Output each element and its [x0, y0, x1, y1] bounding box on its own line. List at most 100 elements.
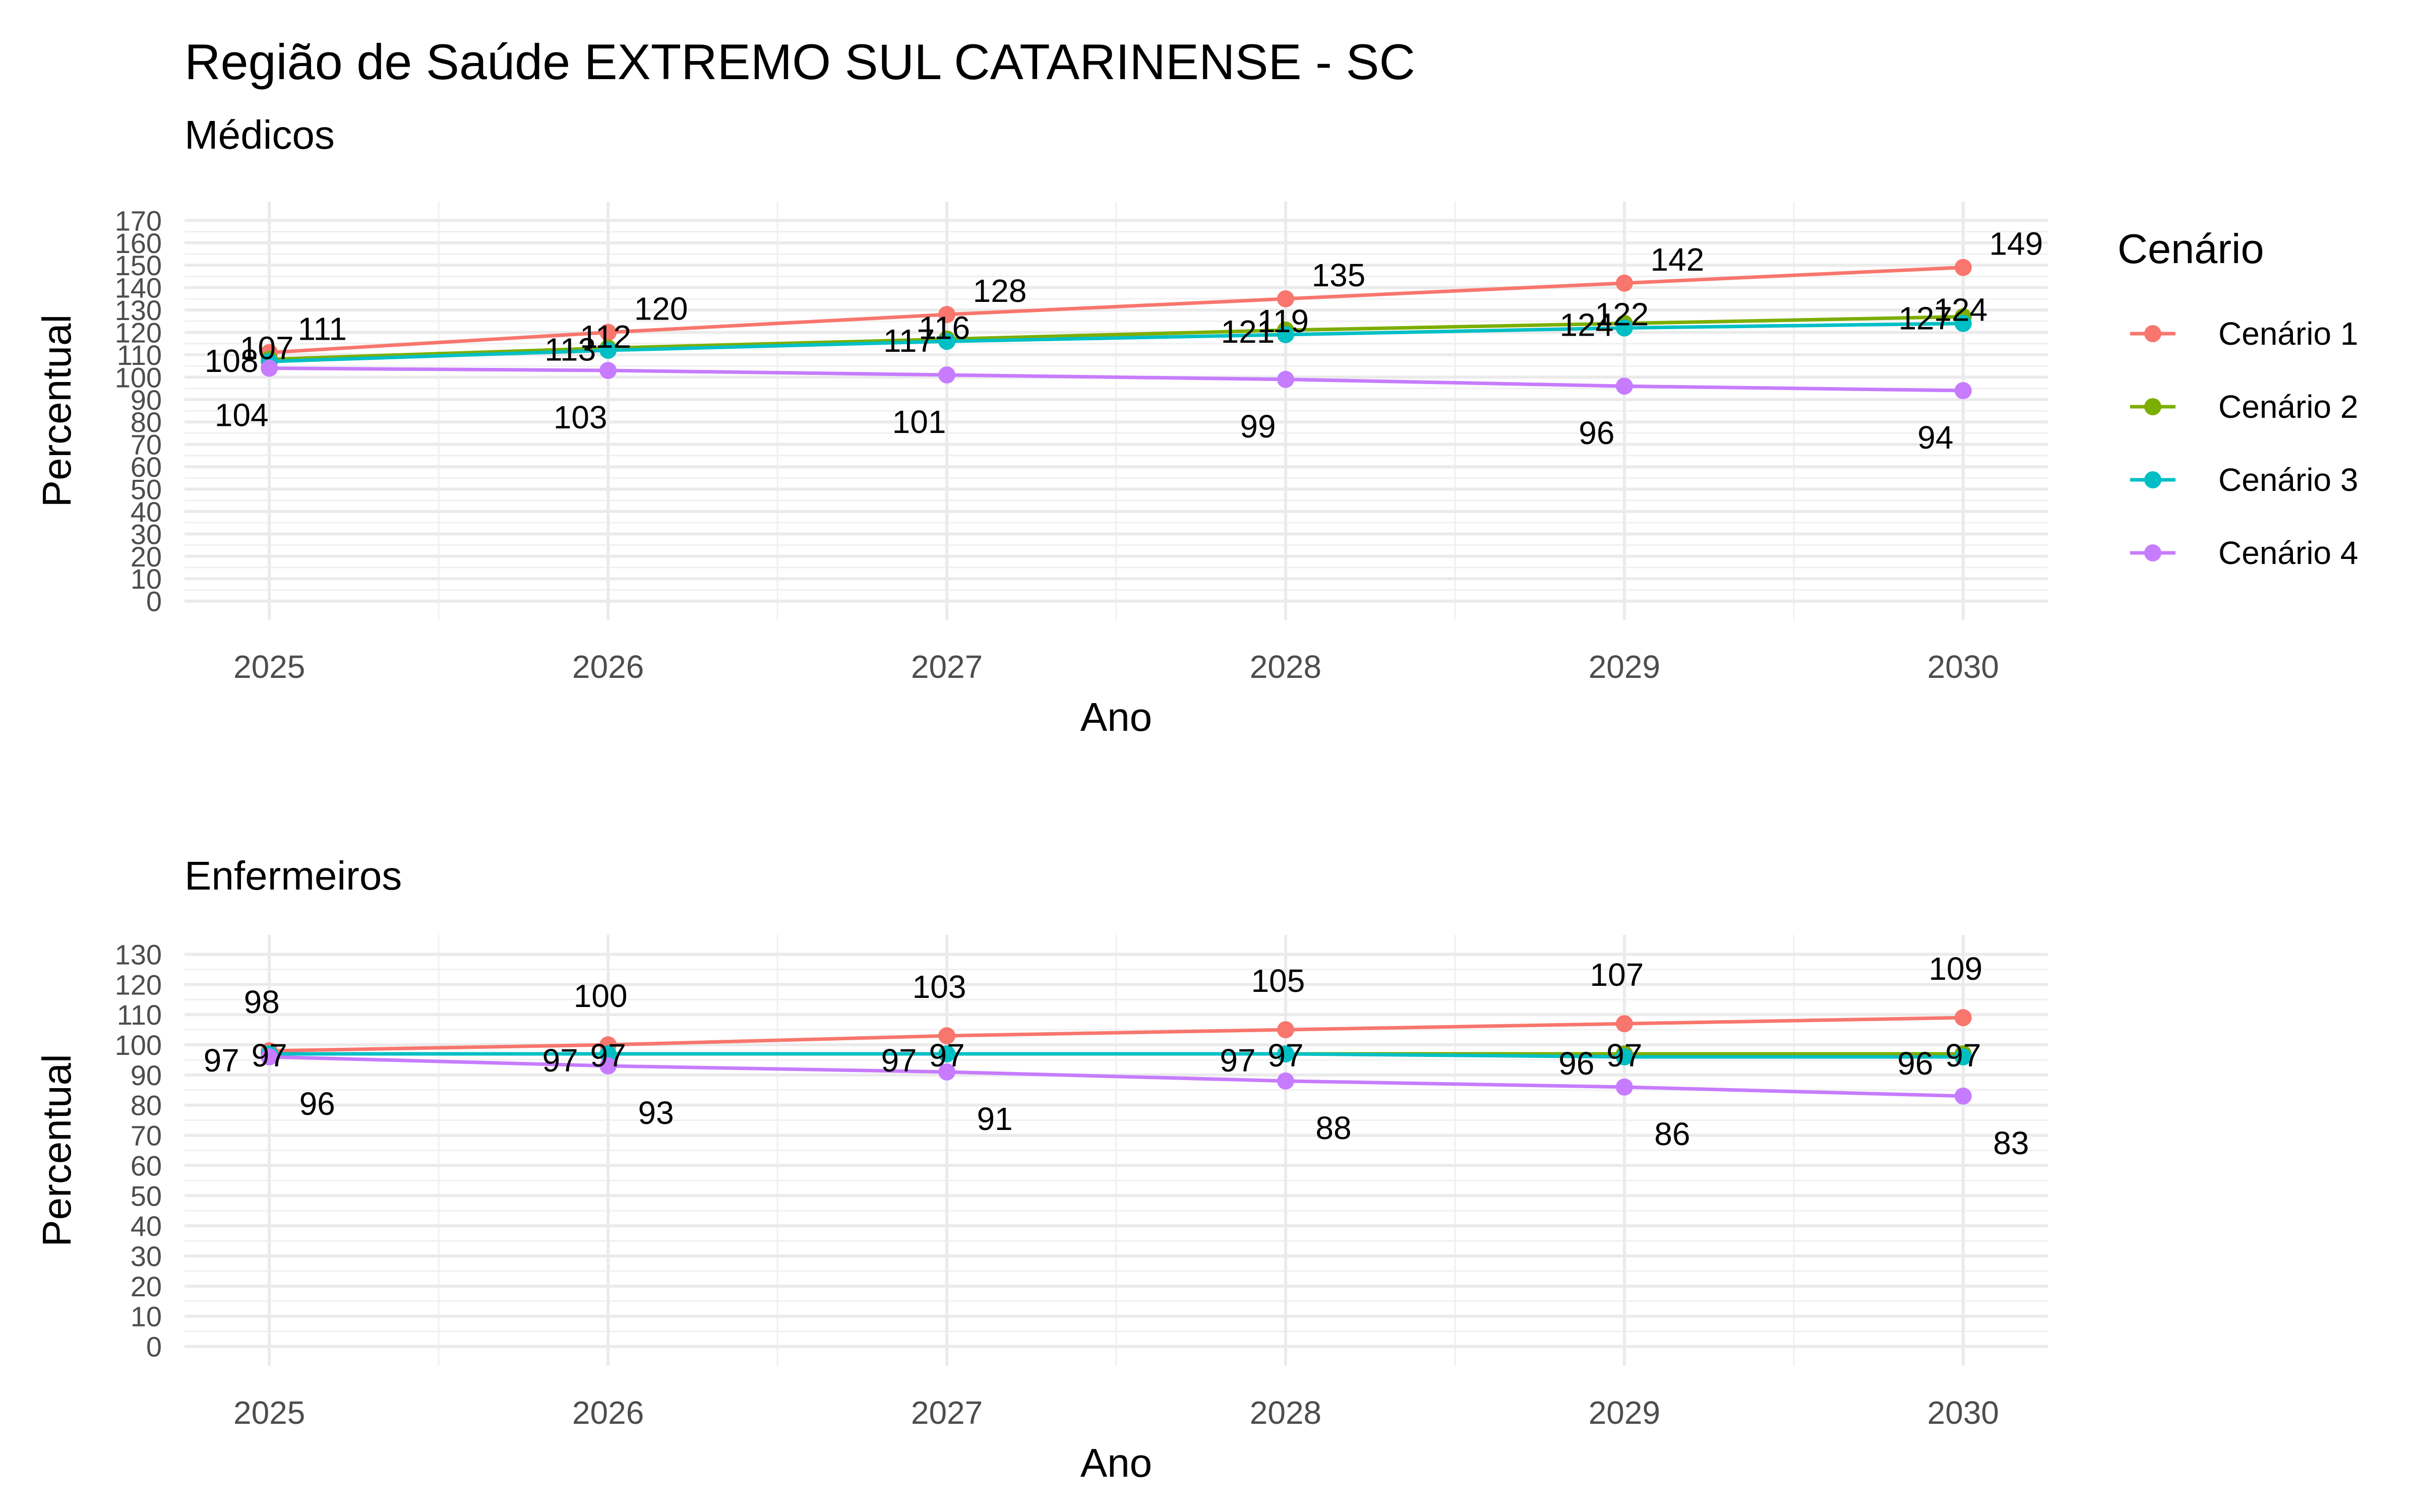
y-tick-label: 150	[115, 249, 162, 281]
data-label: 135	[1312, 257, 1366, 293]
data-label: 116	[919, 309, 970, 346]
y-tick-label: 100	[115, 1029, 162, 1061]
data-point	[1954, 1048, 1972, 1065]
data-label: 96	[1579, 415, 1614, 451]
data-point	[1277, 1072, 1294, 1090]
y-tick-label: 140	[115, 272, 162, 304]
legend-item-label: Cenário 2	[2218, 389, 2358, 425]
legend-key-point	[2144, 544, 2161, 561]
x-tick-label: 2030	[1927, 649, 1999, 685]
data-point	[599, 324, 617, 341]
legend-item-label: Cenário 1	[2218, 316, 2358, 352]
series-line-3	[269, 1052, 1963, 1059]
data-point	[1615, 274, 1633, 292]
x-tick-label: 2026	[572, 649, 644, 685]
data-label: 107	[1590, 957, 1644, 993]
y-tick-label: 120	[115, 969, 162, 1000]
legend-item-label: Cenário 3	[2218, 462, 2358, 498]
y-tick-label: 0	[146, 1331, 162, 1363]
data-point	[1954, 1009, 1972, 1027]
y-tick-label: 60	[131, 451, 162, 483]
y-tick-label: 0	[146, 586, 162, 617]
y-tick-label: 120	[115, 317, 162, 348]
data-point	[1615, 319, 1633, 337]
data-label: 107	[240, 330, 294, 366]
legend-key-point	[2144, 325, 2161, 342]
data-point	[1954, 1087, 1972, 1105]
data-label: 97	[1945, 1037, 1981, 1074]
y-tick-label: 70	[131, 1120, 162, 1152]
legend-item-label: Cenário 4	[2218, 535, 2358, 571]
data-label: 97	[1606, 1037, 1642, 1074]
data-point	[599, 1057, 617, 1075]
data-label: 97	[1267, 1037, 1303, 1074]
x-tick-label: 2029	[1589, 649, 1660, 685]
data-point	[938, 1045, 956, 1062]
data-point	[1615, 1015, 1633, 1033]
data-label: 105	[1251, 963, 1305, 999]
y-tick-label: 10	[131, 563, 162, 595]
y-tick-label: 90	[131, 1059, 162, 1091]
x-axis-label: Ano	[1080, 1440, 1152, 1485]
y-tick-label: 110	[117, 339, 162, 371]
data-label: 96	[1897, 1045, 1933, 1082]
data-point	[599, 342, 617, 359]
y-tick-label: 60	[131, 1150, 162, 1181]
series-line-1	[269, 1016, 1963, 1053]
y-tick-label: 80	[131, 1090, 162, 1121]
data-label: 97	[542, 1042, 578, 1079]
y-tick-label: 130	[115, 294, 162, 326]
data-label: 103	[554, 399, 608, 435]
data-point	[1954, 314, 1972, 332]
data-label: 83	[1993, 1125, 2029, 1161]
data-label: 97	[929, 1037, 964, 1074]
data-point	[1954, 382, 1972, 400]
legend-key-point	[2144, 471, 2161, 488]
data-label: 124	[1560, 307, 1614, 343]
data-point	[938, 1063, 956, 1081]
data-label: 113	[544, 332, 596, 368]
data-label: 97	[590, 1037, 626, 1074]
data-label: 109	[1928, 951, 1982, 987]
data-point	[1615, 377, 1633, 395]
x-tick-label: 2027	[911, 649, 983, 685]
y-tick-label: 50	[131, 1180, 162, 1212]
data-label: 88	[1315, 1110, 1351, 1146]
data-label: 100	[574, 978, 628, 1014]
data-label: 124	[1933, 292, 1987, 328]
y-tick-label: 10	[131, 1301, 162, 1333]
y-tick-label: 110	[117, 999, 162, 1031]
y-tick-label: 20	[131, 541, 162, 573]
data-label: 101	[892, 404, 946, 440]
data-label: 103	[913, 969, 966, 1005]
data-point	[1277, 1045, 1294, 1062]
x-tick-label: 2025	[233, 1395, 305, 1431]
y-tick-label: 50	[131, 474, 162, 506]
data-point	[938, 1027, 956, 1045]
data-label: 96	[299, 1086, 335, 1122]
data-label: 97	[1220, 1042, 1255, 1079]
data-label: 120	[634, 290, 688, 327]
x-tick-label: 2027	[911, 1395, 983, 1431]
series-line-2	[269, 314, 1963, 361]
x-tick-label: 2029	[1589, 1395, 1660, 1431]
data-label: 119	[1257, 303, 1309, 339]
series-line-3	[269, 322, 1963, 363]
y-tick-label: 130	[115, 938, 162, 970]
y-tick-label: 100	[115, 361, 162, 393]
data-point	[1277, 326, 1294, 343]
data-label: 128	[973, 273, 1027, 309]
data-label: 93	[638, 1095, 674, 1131]
y-tick-label: 90	[131, 384, 162, 416]
series-line-4	[269, 366, 1963, 393]
y-axis-label: Percentual	[34, 1054, 79, 1246]
x-tick-label: 2025	[233, 649, 305, 685]
data-label: 112	[580, 319, 631, 355]
series-line-4	[269, 1055, 1963, 1098]
data-label: 96	[1558, 1045, 1594, 1082]
data-point	[261, 1048, 278, 1065]
panel-medicos: Médicos010203040506070809010011012013014…	[34, 112, 2048, 739]
data-label: 111	[298, 310, 347, 347]
panel-enfermeiros: Enfermeiros01020304050607080901001101201…	[34, 853, 2048, 1485]
